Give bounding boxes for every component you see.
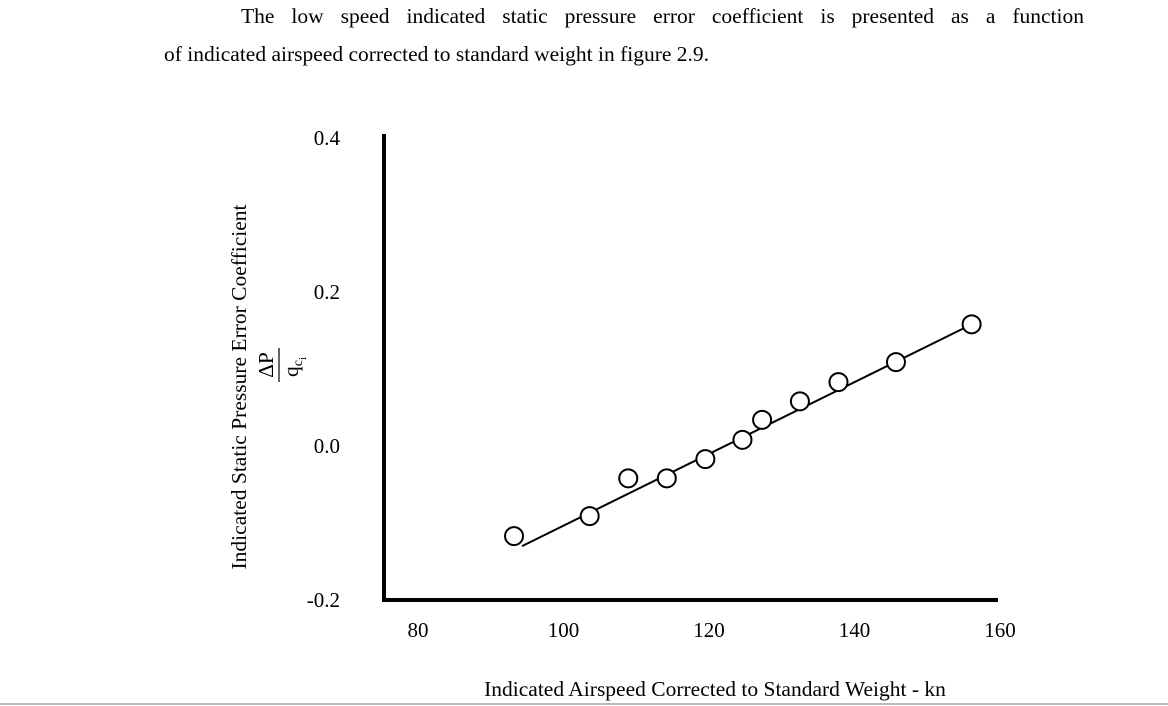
- data-point: [789, 391, 810, 412]
- x-tick-label: 80: [408, 618, 429, 642]
- y-tick-label: 0.2: [314, 280, 340, 304]
- symbol-numerator: ΔP: [254, 352, 278, 378]
- symbol-i: i: [297, 357, 309, 360]
- data-point: [656, 468, 677, 489]
- x-tick-labels: 80 100 120 140 160: [408, 618, 1016, 642]
- body-paragraph: The low speed indicated static pressure …: [164, 0, 1084, 73]
- symbol-q: q: [279, 366, 303, 377]
- data-point: [579, 506, 600, 527]
- data-point: [885, 352, 906, 373]
- data-point: [695, 449, 716, 470]
- page-bottom-rule: [0, 703, 1168, 705]
- y-axis-symbol: ΔP qci: [254, 348, 309, 382]
- y-tick-label: 0.4: [314, 126, 341, 150]
- paragraph-line-1: The low speed indicated static pressure …: [241, 4, 1084, 28]
- axes: [382, 134, 998, 602]
- data-point: [752, 409, 773, 430]
- data-point: [618, 468, 639, 489]
- y-tick-label: -0.2: [307, 588, 340, 612]
- paragraph-line-2: of indicated airspeed corrected to stand…: [164, 42, 710, 66]
- x-axis-label: Indicated Airspeed Corrected to Standard…: [484, 677, 946, 701]
- data-point: [828, 372, 849, 393]
- x-tick-label: 120: [693, 618, 725, 642]
- x-tick-label: 140: [839, 618, 871, 642]
- data-point: [961, 314, 982, 335]
- y-tick-label: 0.0: [314, 434, 340, 458]
- y-axis-label: Indicated Static Pressure Error Coeffici…: [227, 204, 251, 569]
- data-points: [504, 314, 982, 547]
- data-point: [504, 526, 525, 547]
- symbol-c: c: [291, 360, 306, 366]
- data-point: [732, 429, 753, 450]
- y-axis-label-group: Indicated Static Pressure Error Coeffici…: [227, 204, 251, 569]
- x-tick-label: 100: [548, 618, 580, 642]
- y-tick-labels: 0.4 0.2 0.0 -0.2: [307, 126, 341, 612]
- symbol-denominator: qci: [279, 357, 309, 377]
- x-tick-label: 160: [984, 618, 1016, 642]
